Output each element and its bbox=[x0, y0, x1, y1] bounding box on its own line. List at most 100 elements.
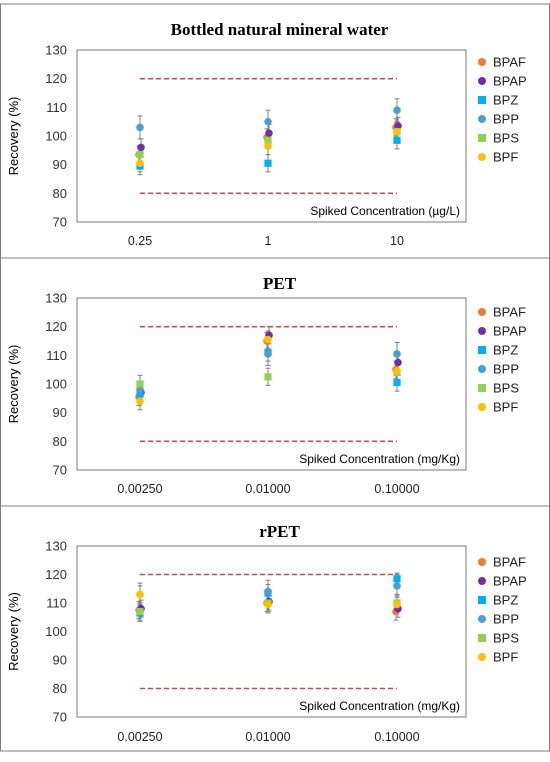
data-point-bpap bbox=[265, 129, 273, 137]
y-tick-label: 110 bbox=[46, 348, 67, 363]
data-point-bps bbox=[136, 380, 144, 388]
legend-label-bpap: BPAP bbox=[493, 74, 527, 89]
legend-marker-bpf bbox=[478, 403, 486, 411]
legend-marker-bpf bbox=[478, 653, 486, 661]
data-point-bpf bbox=[264, 600, 272, 609]
chart-title: Bottled natural mineral water bbox=[171, 20, 389, 39]
x-category-label: 1 bbox=[265, 234, 272, 248]
legend-marker-bpap bbox=[478, 577, 486, 585]
chart-panel-1: Bottled natural mineral water70809010011… bbox=[0, 3, 550, 259]
data-point-bpp bbox=[136, 385, 144, 394]
legend-marker-bpap bbox=[478, 327, 486, 335]
data-point-bpf bbox=[264, 142, 272, 150]
y-tick-label: 90 bbox=[53, 405, 67, 420]
x-category-label: 0.01000 bbox=[245, 730, 290, 744]
legend-label-bpap: BPAP bbox=[493, 324, 527, 339]
legend-marker-bpz bbox=[478, 96, 486, 104]
y-tick-label: 70 bbox=[53, 463, 67, 478]
x-category-label: 0.00250 bbox=[117, 730, 162, 744]
legend-label-bpf: BPF bbox=[493, 150, 518, 165]
legend-marker-bpp bbox=[478, 365, 486, 373]
legend-label-bps: BPS bbox=[493, 381, 519, 396]
legend-label-bpp: BPP bbox=[493, 112, 519, 127]
legend-marker-bpz bbox=[478, 346, 486, 354]
legend-marker-bpaf bbox=[478, 308, 486, 316]
data-point-bps bbox=[264, 136, 272, 144]
data-point-bps bbox=[136, 607, 144, 616]
y-axis-label: Recovery (%) bbox=[6, 97, 21, 176]
y-tick-label: 100 bbox=[45, 129, 67, 144]
data-point-bpp bbox=[264, 350, 272, 358]
legend-label-bpf: BPF bbox=[493, 650, 518, 665]
x-category-label: 10 bbox=[390, 234, 404, 248]
y-tick-label: 120 bbox=[45, 567, 67, 582]
data-point-bpp bbox=[393, 350, 401, 358]
x-category-label: 0.01000 bbox=[245, 482, 290, 496]
data-point-bpf bbox=[136, 397, 144, 406]
legend-marker-bpaf bbox=[478, 558, 486, 566]
data-point-bpp bbox=[393, 106, 401, 114]
legend-marker-bps bbox=[478, 384, 486, 392]
concentration-annotation: Spiked Concentration (mg/Kg) bbox=[299, 699, 460, 713]
chart-panel-2: PET 70 80 90 100 110 120 130 Recovery (%) 0.00250… bbox=[0, 257, 550, 507]
y-tick-label: 130 bbox=[45, 43, 67, 58]
data-point-bpf bbox=[393, 127, 401, 136]
legend-label-bps: BPS bbox=[493, 631, 519, 646]
legend-label-bpp: BPP bbox=[493, 362, 519, 377]
y-tick-label: 80 bbox=[53, 434, 67, 449]
chart-title: PET bbox=[263, 274, 297, 293]
data-point-bps bbox=[136, 151, 144, 159]
data-point-bpf bbox=[136, 159, 144, 168]
legend: BPAF BPAP BPZ BPP BPS BPF bbox=[478, 555, 527, 665]
data-point-bpz bbox=[393, 136, 401, 144]
data-point-bpp bbox=[393, 582, 401, 590]
y-tick-label: 80 bbox=[53, 186, 67, 201]
data-point-bpz bbox=[264, 159, 272, 167]
legend-marker-bpp bbox=[478, 115, 486, 123]
y-tick-label: 120 bbox=[45, 71, 67, 86]
y-tick-label: 120 bbox=[45, 319, 67, 334]
panel-border bbox=[0, 257, 550, 507]
data-point-bpf bbox=[393, 600, 401, 609]
legend-label-bpz: BPZ bbox=[493, 93, 518, 108]
y-tick-label: 100 bbox=[45, 624, 67, 639]
legend-label-bps: BPS bbox=[493, 131, 519, 146]
panel-border bbox=[0, 3, 550, 259]
data-point-bpp bbox=[264, 587, 272, 596]
data-point-bpf bbox=[264, 335, 272, 344]
legend-marker-bpap bbox=[478, 77, 486, 85]
panel-border bbox=[0, 505, 550, 752]
y-tick-label: 90 bbox=[53, 653, 67, 668]
legend-marker-bps bbox=[478, 634, 486, 642]
x-category-label: 0.10000 bbox=[374, 482, 419, 496]
legend-marker-bpz bbox=[478, 596, 486, 604]
x-category-label: 0.25 bbox=[128, 234, 152, 248]
y-tick-label: 110 bbox=[46, 100, 67, 115]
plot-area bbox=[76, 545, 467, 718]
x-category-label: 0.10000 bbox=[374, 730, 419, 744]
plot-area bbox=[76, 49, 467, 223]
legend-marker-bpaf bbox=[478, 58, 486, 66]
legend: BPAF BPAP BPZ BPP BPS BPF bbox=[478, 305, 527, 415]
data-point-bpf bbox=[136, 590, 144, 599]
data-point-bpf bbox=[393, 367, 401, 375]
y-tick-label: 130 bbox=[45, 539, 67, 554]
legend-label-bpaf: BPAF bbox=[493, 305, 526, 320]
data-point-bpz bbox=[136, 390, 144, 398]
legend-label-bpp: BPP bbox=[493, 612, 519, 627]
concentration-annotation: Spiked Concentration (µg/L) bbox=[310, 204, 460, 218]
data-point-bpp bbox=[136, 123, 144, 132]
legend-label-bpap: BPAP bbox=[493, 574, 527, 589]
plot-area bbox=[76, 297, 467, 471]
data-point-bpap bbox=[394, 122, 402, 130]
y-tick-label: 110 bbox=[46, 596, 67, 611]
chart-title: rPET bbox=[259, 522, 300, 541]
y-tick-label: 90 bbox=[53, 157, 67, 172]
y-tick-label: 130 bbox=[45, 291, 67, 306]
data-point-bpap bbox=[137, 143, 145, 152]
legend-marker-bpp bbox=[478, 615, 486, 623]
y-axis-label: Recovery (%) bbox=[6, 345, 21, 424]
legend-label-bpf: BPF bbox=[493, 400, 518, 415]
y-tick-label: 80 bbox=[53, 681, 67, 696]
